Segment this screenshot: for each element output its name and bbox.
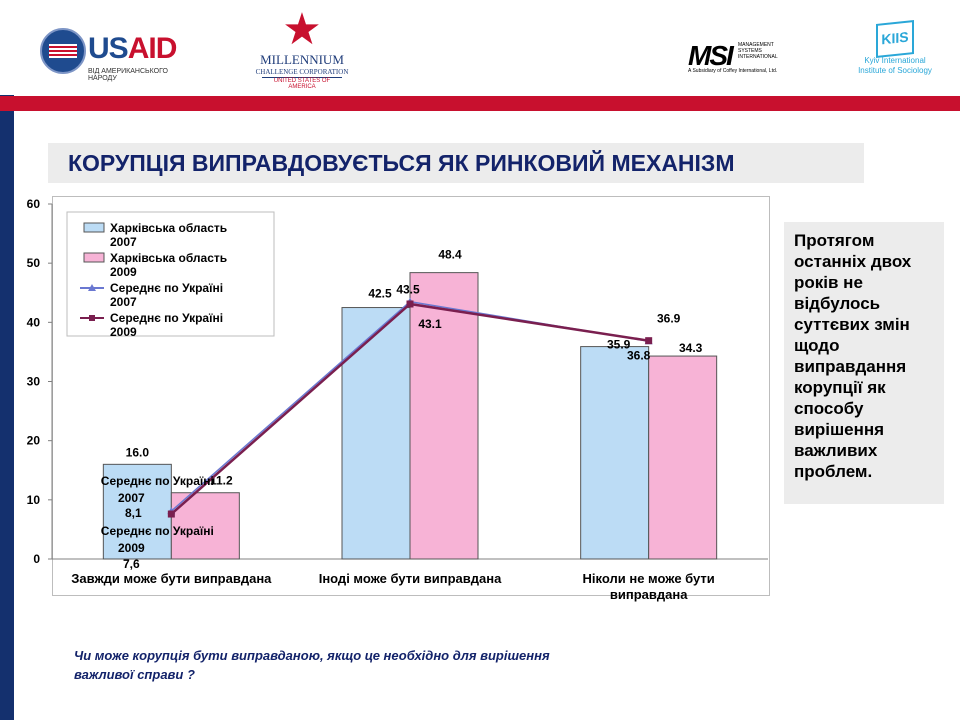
bar-data-label: 48.4 xyxy=(438,248,462,262)
mcc-logo: ★ MILLENNIUM CHALLENGE CORPORATION UNITE… xyxy=(252,8,352,94)
legend-label: 2009 xyxy=(110,325,137,339)
legend-label: 2007 xyxy=(110,235,137,249)
top-red-stripe xyxy=(0,96,960,111)
line-data-label: 2007 xyxy=(118,491,145,505)
legend-label: Харківська область xyxy=(110,221,227,235)
legend-marker xyxy=(88,284,96,291)
mcc-line3: UNITED STATES OF AMERICA xyxy=(262,77,342,90)
legend-box xyxy=(66,211,275,337)
y-tick-label: 40 xyxy=(27,315,41,329)
survey-question: Чи може корупція бути виправданою, якщо … xyxy=(74,648,550,682)
line-point-2009 xyxy=(406,300,414,308)
x-tick-label: Завжди може бути виправдана xyxy=(71,571,272,586)
bar-2007 xyxy=(580,346,650,560)
usaid-wordmark: USAID xyxy=(88,32,177,65)
legend-marker xyxy=(89,315,95,321)
legend-label: 2009 xyxy=(110,265,137,279)
y-tick-label: 30 xyxy=(27,375,41,389)
line-point-2009 xyxy=(645,337,653,345)
x-tick-label: Іноді може бути виправдана xyxy=(319,571,502,586)
bar-2007 xyxy=(341,307,411,560)
line-data-label: Середнє по Україні xyxy=(101,524,214,538)
legend-label: Харківська область xyxy=(110,251,227,265)
bar-data-label: 42.5 xyxy=(368,287,392,301)
y-tick-label: 10 xyxy=(27,493,41,507)
line-point-2009 xyxy=(167,510,175,518)
mcc-line2: CHALLENGE CORPORATION xyxy=(255,68,349,76)
star-icon: ★ xyxy=(282,5,322,54)
x-tick-label: виправдана xyxy=(610,587,688,602)
line-data-label: Середнє по Україні xyxy=(101,474,214,488)
kiis-line2: Institute of Sociology xyxy=(858,66,932,75)
line-data-label: 2009 xyxy=(118,541,145,555)
bar-2007 xyxy=(102,463,172,560)
bar-2009 xyxy=(409,272,479,560)
left-sidebar-stripe xyxy=(0,95,14,720)
mcc-line1: MILLENNIUM xyxy=(260,52,344,67)
legend-label: 2007 xyxy=(110,295,137,309)
x-tick-label: Ніколи не може бути xyxy=(583,571,715,586)
bar-2009 xyxy=(648,355,718,560)
msi-logo: MSI MANAGEMENT SYSTEMS INTERNATIONAL A S… xyxy=(688,40,798,80)
msi-subsidiary: A Subsidiary of Coffey International, Lt… xyxy=(688,68,778,74)
note-box: Протягом останніх двох років не відбулос… xyxy=(784,222,944,504)
bar-data-label: 16.0 xyxy=(126,445,150,459)
usaid-logo: USAID ВІД АМЕРИКАНСЬКОГО НАРОДУ xyxy=(40,28,190,82)
line-data-label: 43.5 xyxy=(396,283,420,297)
kiis-line1: Kyiv International xyxy=(864,56,926,65)
line-data-label: 8,1 xyxy=(125,506,142,520)
usaid-seal-icon xyxy=(40,28,86,74)
note-text: Протягом останніх двох років не відбулос… xyxy=(794,231,912,481)
slide-title-box: КОРУПЦІЯ ВИПРАВДОВУЄТЬСЯ ЯК РИНКОВИЙ МЕХ… xyxy=(48,143,864,183)
y-tick-label: 60 xyxy=(27,197,41,211)
legend-swatch-bar xyxy=(83,222,105,233)
bar-data-label: 34.3 xyxy=(679,341,703,355)
y-tick-label: 20 xyxy=(27,434,41,448)
msi-name: MANAGEMENT SYSTEMS INTERNATIONAL xyxy=(738,42,778,60)
legend-label: Середнє по Україні xyxy=(110,281,223,295)
bar-data-label: 35.9 xyxy=(607,338,631,352)
legend-label: Середнє по Україні xyxy=(110,311,223,325)
slide-title: КОРУПЦІЯ ВИПРАВДОВУЄТЬСЯ ЯК РИНКОВИЙ МЕХ… xyxy=(68,150,735,176)
y-tick-label: 0 xyxy=(33,552,40,566)
line-data-label: 43.1 xyxy=(418,317,442,331)
y-tick-label: 50 xyxy=(27,256,41,270)
bar-data-label: 11.2 xyxy=(210,474,233,488)
usaid-tagline: ВІД АМЕРИКАНСЬКОГО НАРОДУ xyxy=(88,68,168,82)
legend-swatch-bar xyxy=(83,252,105,263)
kiis-logo: KIIS Kyiv International Institute of Soc… xyxy=(850,20,940,82)
line-data-label: 36.8 xyxy=(627,348,651,362)
line-data-label: 7,6 xyxy=(123,557,140,571)
line-data-label: 36.9 xyxy=(657,312,681,326)
msi-mark: MSI xyxy=(688,40,734,71)
